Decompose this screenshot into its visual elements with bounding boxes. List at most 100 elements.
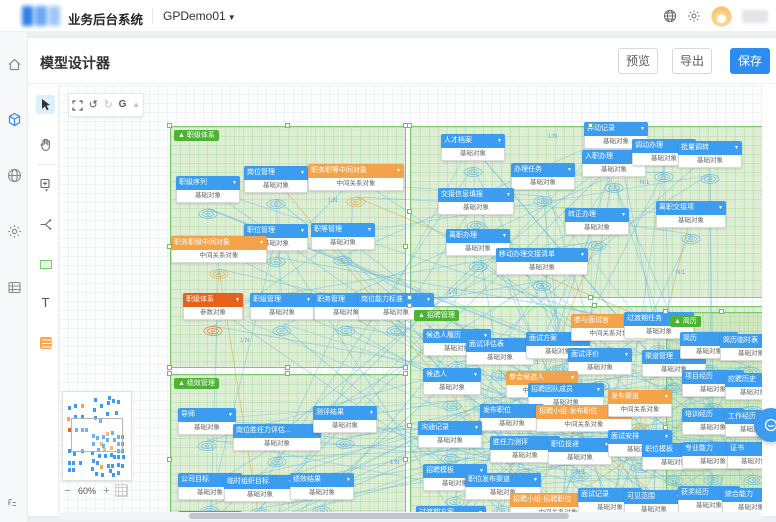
chevron-down-icon[interactable]: ▼ bbox=[567, 167, 572, 173]
resize-handle[interactable] bbox=[663, 309, 668, 314]
chevron-down-icon[interactable]: ▼ bbox=[580, 252, 585, 258]
connector-tool[interactable] bbox=[36, 215, 55, 234]
chevron-down-icon[interactable]: ▼ bbox=[734, 145, 739, 151]
sidebar-item-list[interactable] bbox=[7, 280, 22, 295]
node-header[interactable]: 转正办理 ▼ bbox=[565, 208, 629, 222]
note-tool[interactable] bbox=[36, 333, 55, 352]
model-node[interactable]: 职位投递 ▼ 基础对象 bbox=[548, 438, 612, 465]
chevron-down-icon[interactable]: ▼ bbox=[396, 168, 401, 174]
preview-button[interactable]: 预览 bbox=[618, 48, 658, 74]
node-header[interactable]: 测评结果 ▼ bbox=[313, 406, 377, 420]
text-tool[interactable]: T bbox=[41, 295, 50, 310]
resize-handle[interactable] bbox=[167, 365, 172, 370]
node-header[interactable]: 发布职位▼ bbox=[480, 404, 544, 418]
node-header[interactable]: 可见范围▼ bbox=[624, 490, 684, 504]
chevron-down-icon[interactable]: ▼ bbox=[502, 233, 507, 239]
model-node[interactable]: 沟通记录 ▼ 基础对象 bbox=[418, 421, 482, 448]
assistant-fab[interactable] bbox=[754, 408, 776, 442]
export-button[interactable]: 导出 bbox=[672, 48, 712, 74]
resize-handle[interactable] bbox=[407, 295, 412, 300]
node-header[interactable]: 候选人 ▼ bbox=[423, 368, 481, 382]
model-node[interactable]: 岗位管理 ▼ 基础对象 bbox=[244, 166, 308, 193]
chevron-down-icon[interactable]: ▼ bbox=[367, 227, 372, 233]
model-node[interactable]: 交接信息填报 ▼ 基础对象 bbox=[438, 188, 514, 215]
node-header[interactable]: 简历临时表▼ bbox=[720, 334, 762, 348]
node-header[interactable]: 岗位管理 ▼ bbox=[244, 166, 308, 180]
chevron-down-icon[interactable]: ▼ bbox=[306, 297, 311, 303]
group-tag[interactable]: ▲ 绩效管理 bbox=[174, 378, 219, 389]
chevron-down-icon[interactable]: ▼ bbox=[259, 240, 264, 246]
chevron-down-icon[interactable]: ▼ bbox=[533, 477, 538, 483]
model-node[interactable]: 职级体系 ▼ 参数对象 bbox=[183, 293, 243, 320]
chevron-down-icon[interactable]: ▼ bbox=[474, 425, 479, 431]
model-node[interactable]: 发布职位▼基础对象 bbox=[480, 404, 544, 431]
model-node[interactable]: 可见范围▼基础对象 bbox=[624, 490, 684, 512]
model-node[interactable]: 综合能力▼基础对象 bbox=[722, 488, 762, 512]
project-switcher[interactable]: GPDemo01 ▼ bbox=[163, 9, 236, 23]
node-header[interactable]: 批量调转 ▼ bbox=[678, 141, 742, 155]
node-header[interactable]: 职级序列 ▼ bbox=[176, 176, 240, 190]
chevron-down-icon[interactable]: ▼ bbox=[346, 477, 351, 483]
globe-icon[interactable] bbox=[663, 9, 677, 23]
sidebar-item-globe[interactable] bbox=[7, 168, 22, 183]
chevron-down-icon[interactable]: ▼ bbox=[621, 212, 626, 218]
resize-handle[interactable] bbox=[403, 365, 408, 370]
chevron-down-icon[interactable]: ▼ bbox=[369, 410, 374, 416]
horizontal-scrollbar-thumb[interactable] bbox=[189, 513, 569, 519]
node-header[interactable]: 导师 ▼ bbox=[178, 408, 236, 422]
node-header[interactable]: 职等管理 ▼ bbox=[311, 223, 375, 237]
node-header[interactable]: 岗位能力标准 ▼ bbox=[358, 293, 434, 307]
node-header[interactable]: 职位发布渠道 ▼ bbox=[465, 473, 541, 487]
chevron-down-icon[interactable]: ▼ bbox=[664, 394, 669, 400]
node-header[interactable]: 职务职等中间对象 ▼ bbox=[308, 164, 404, 178]
gear-icon[interactable] bbox=[687, 9, 701, 23]
resize-handle[interactable] bbox=[285, 371, 290, 376]
resize-handle[interactable] bbox=[588, 295, 593, 300]
group-tag[interactable]: ▲ 简历 bbox=[670, 316, 701, 327]
node-header[interactable]: 离职办理 ▼ bbox=[446, 229, 510, 243]
horizontal-scrollbar[interactable] bbox=[59, 512, 762, 520]
node-header[interactable]: 发布渠道 ▼ bbox=[608, 390, 672, 404]
node-header[interactable]: 移动办理交接清单 ▼ bbox=[496, 248, 588, 262]
model-node[interactable]: 测评结果 ▼ 基础对象 bbox=[313, 406, 377, 433]
node-header[interactable]: 人才档案 ▼ bbox=[441, 134, 505, 148]
model-node[interactable]: 职务职等中间对象 ▼ 中间关系对象 bbox=[308, 164, 404, 191]
collapse-tree-icon[interactable] bbox=[7, 496, 20, 514]
undo-icon[interactable]: ↺ bbox=[88, 98, 98, 111]
avatar[interactable] bbox=[711, 5, 732, 27]
resize-handle[interactable] bbox=[663, 425, 668, 430]
sidebar-item-model-designer[interactable] bbox=[7, 112, 22, 127]
model-node[interactable]: 发布渠道 ▼ 中间关系对象 bbox=[608, 390, 672, 417]
model-node[interactable]: 导师 ▼ 基础对象 bbox=[178, 408, 236, 435]
model-node[interactable]: 办理任务 ▼ 基础对象 bbox=[511, 163, 575, 190]
chevron-down-icon[interactable]: ▼ bbox=[235, 297, 240, 303]
resize-handle[interactable] bbox=[403, 371, 408, 376]
chevron-down-icon[interactable]: ▼ bbox=[228, 412, 233, 418]
model-node[interactable]: 面试评估表▼基础对象 bbox=[466, 338, 534, 365]
resize-handle[interactable] bbox=[285, 123, 290, 128]
chevron-down-icon[interactable]: ▼ bbox=[300, 228, 305, 234]
node-header[interactable]: 岗位胜任力评估...▼ bbox=[233, 424, 321, 438]
minimap[interactable] bbox=[62, 391, 132, 481]
minimap-toggle-icon[interactable] bbox=[115, 484, 128, 497]
resize-handle[interactable] bbox=[407, 303, 412, 308]
model-node[interactable]: 岗位胜任力评估...▼基础对象 bbox=[233, 424, 321, 451]
chevron-down-icon[interactable]: ▼ bbox=[426, 297, 431, 303]
model-node[interactable]: 离职交接项 ▼ 基础对象 bbox=[656, 201, 726, 228]
model-node[interactable]: 职级序列 ▼ 基础对象 bbox=[176, 176, 240, 203]
chevron-down-icon[interactable]: ▼ bbox=[300, 170, 305, 176]
model-node[interactable]: 移动办理交接清单 ▼ 基础对象 bbox=[496, 248, 588, 275]
resize-handle[interactable] bbox=[407, 423, 412, 428]
node-header[interactable]: 职级体系 ▼ bbox=[183, 293, 243, 307]
node-header[interactable]: 职级管理 ▼ bbox=[250, 293, 314, 307]
model-node[interactable]: 应聘历史▼基础对象 bbox=[725, 373, 762, 400]
chevron-down-icon[interactable]: ▼ bbox=[596, 387, 601, 393]
node-header[interactable]: 沟通记录 ▼ bbox=[418, 421, 482, 435]
node-header[interactable]: 职务职级中间对象 ▼ bbox=[171, 236, 267, 250]
fit-screen-icon[interactable] bbox=[72, 99, 83, 111]
chevron-down-icon[interactable]: ▼ bbox=[664, 434, 669, 440]
resize-handle[interactable] bbox=[167, 123, 172, 128]
node-header[interactable]: 办理任务 ▼ bbox=[511, 163, 575, 177]
group-tag[interactable]: ▲ 职级体系 bbox=[174, 130, 219, 141]
pan-hand-tool[interactable] bbox=[36, 135, 55, 154]
